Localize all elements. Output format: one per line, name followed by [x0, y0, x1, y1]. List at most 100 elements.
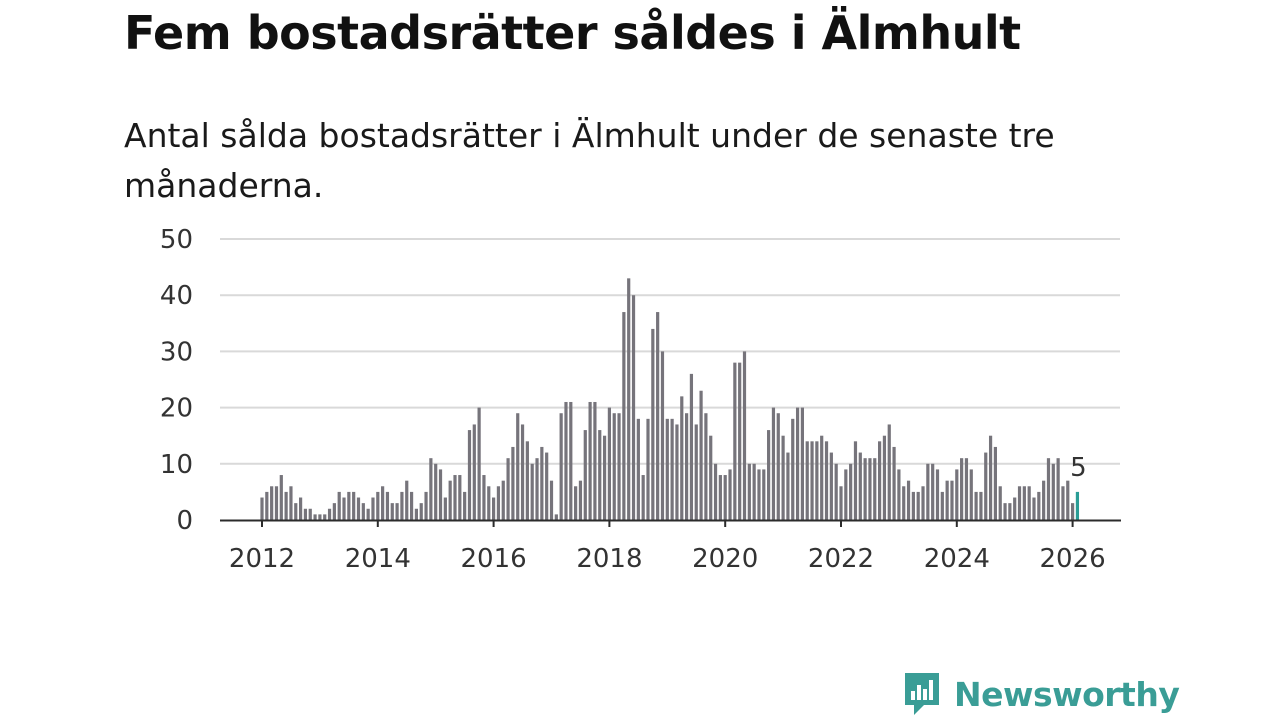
bar: [670, 418, 674, 520]
bar: [849, 463, 853, 520]
bar: [390, 503, 394, 520]
bar: [492, 497, 496, 520]
bar: [728, 469, 732, 520]
bar: [834, 463, 838, 520]
bar: [863, 458, 867, 520]
x-axis-ticks: 2012 2014 2016 2018 2020 2022 2024 2026: [229, 520, 1106, 574]
bar: [752, 463, 756, 520]
bar: [270, 486, 274, 520]
bar: [1003, 503, 1007, 520]
brand-logo: Newsworthy: [902, 670, 1180, 718]
chart-subtitle: Antal sålda bostadsrätter i Älmhult unde…: [124, 116, 1055, 205]
bar: [289, 486, 293, 520]
bar: [588, 401, 592, 520]
bar: [979, 491, 983, 520]
bar: [660, 351, 665, 520]
bar: [598, 430, 602, 520]
x-tick-label: 2016: [461, 544, 527, 574]
bar: [955, 469, 959, 520]
bar: [926, 463, 930, 520]
bar: [892, 446, 896, 520]
bar: [984, 452, 988, 520]
newsworthy-logo-icon: [905, 673, 939, 715]
bar: [824, 441, 829, 520]
y-tick-label: 40: [160, 281, 193, 311]
bar: [1022, 486, 1026, 520]
bar: [545, 452, 549, 520]
bar: [530, 463, 534, 520]
bar: [656, 312, 660, 520]
bar: [1013, 497, 1017, 520]
bar: [1017, 486, 1022, 520]
bar: [723, 475, 727, 520]
bar: [853, 441, 858, 520]
bar: [747, 463, 751, 520]
bar: [564, 401, 568, 520]
bar: [1042, 480, 1046, 520]
bar: [906, 480, 911, 520]
bar: [443, 497, 447, 520]
bar: [482, 475, 486, 520]
bar: [593, 401, 597, 520]
bar: [467, 430, 472, 520]
bar: [299, 497, 303, 520]
bar: [458, 475, 462, 520]
x-tick-label: 2024: [924, 544, 990, 574]
bar: [607, 407, 611, 520]
bar: [916, 491, 920, 520]
bar: [805, 441, 809, 520]
bar: [361, 503, 365, 520]
bar: [356, 497, 361, 520]
bar: [921, 486, 925, 520]
bar: [829, 452, 833, 520]
bar: [332, 503, 336, 520]
bar: [767, 430, 771, 520]
bar: [327, 508, 332, 520]
bar: [602, 435, 607, 520]
bar: [409, 491, 414, 520]
bar: [371, 497, 375, 520]
bar: [366, 508, 370, 520]
bar: [284, 491, 288, 520]
bar: [424, 491, 428, 520]
bar: [511, 446, 515, 520]
bar: [651, 328, 655, 520]
bar: [472, 424, 476, 520]
bar: [873, 458, 877, 520]
bar: [1027, 486, 1031, 520]
x-tick-label: 2022: [808, 544, 874, 574]
bar: [438, 469, 443, 520]
x-tick-label: 2018: [576, 544, 642, 574]
bar: [1046, 458, 1051, 520]
bar: [771, 407, 776, 520]
latest-value-label: 5: [1070, 453, 1087, 483]
bar: [1051, 463, 1055, 520]
bar: [1071, 503, 1075, 520]
annotations: 5: [1070, 453, 1087, 483]
bar: [969, 469, 973, 520]
bar: [704, 413, 708, 520]
bar: [757, 469, 761, 520]
bar: [839, 486, 843, 520]
brand-name: Newsworthy: [954, 674, 1180, 714]
bar: [950, 480, 954, 520]
bar: [487, 486, 491, 520]
bar: [337, 491, 341, 520]
bar: [786, 452, 790, 520]
bar: [858, 452, 862, 520]
bar: [477, 407, 481, 520]
bar: [453, 475, 457, 520]
bar: [694, 424, 698, 520]
bar: [742, 351, 747, 520]
bar: [622, 312, 626, 520]
bar: [699, 390, 703, 520]
bar: [718, 475, 722, 520]
bar: [998, 486, 1002, 520]
bar: [448, 480, 452, 520]
bar: [1066, 480, 1070, 520]
bar: [342, 497, 346, 520]
bar: [578, 480, 583, 520]
bar: [940, 491, 944, 520]
bar: [887, 424, 891, 520]
